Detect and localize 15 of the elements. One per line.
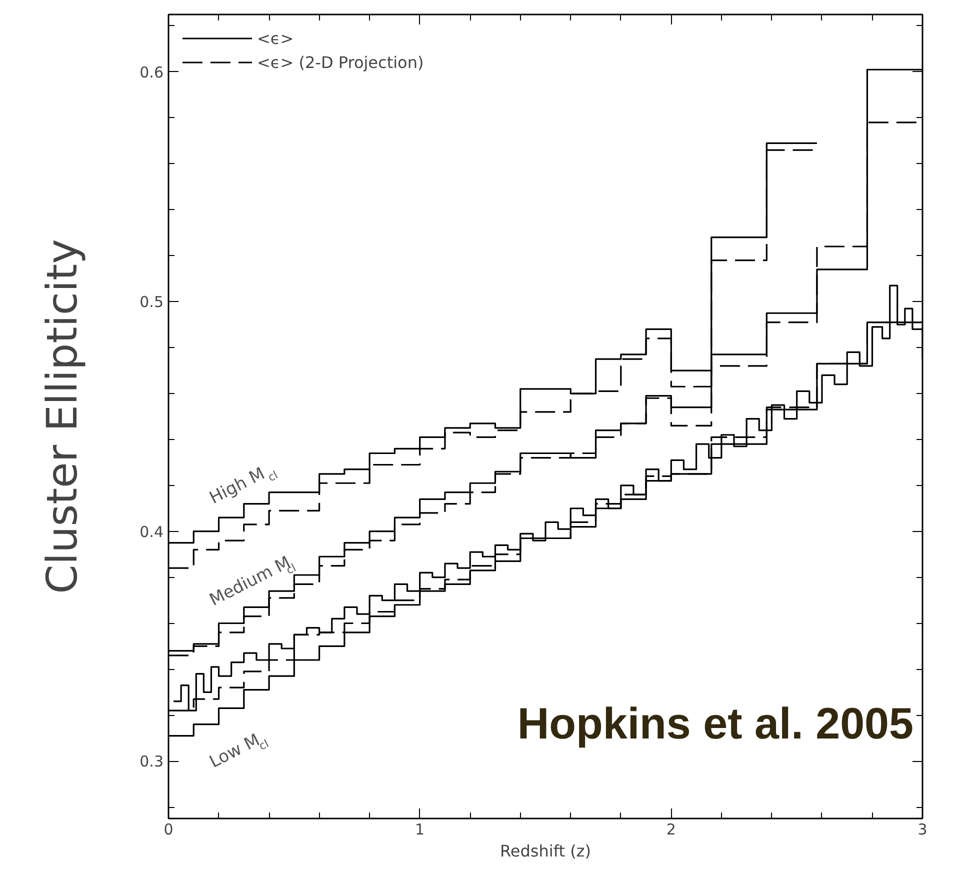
legend-label: <ϵ> — [257, 28, 294, 48]
annotation: Hopkins et al. 2005 — [517, 700, 914, 748]
y-tick-label: 0.3 — [140, 752, 164, 771]
x-axis-title: Redshift (z) — [500, 842, 591, 860]
y-tick-label: 0.5 — [140, 293, 164, 312]
x-tick-label: 0 — [164, 820, 174, 838]
annotation: Low Mcl — [206, 730, 271, 772]
y-tick-label: 0.6 — [140, 63, 164, 82]
x-tick-label: 2 — [666, 820, 676, 838]
x-tick-label: 1 — [415, 820, 425, 838]
legend-label: <ϵ> (2-D Projection) — [257, 52, 424, 72]
y-axis-title: Cluster Ellipticity — [38, 239, 87, 594]
y-tick-label: 0.4 — [140, 522, 164, 541]
x-tick-label: 3 — [918, 820, 928, 838]
annotation: High Mcl — [206, 464, 280, 508]
